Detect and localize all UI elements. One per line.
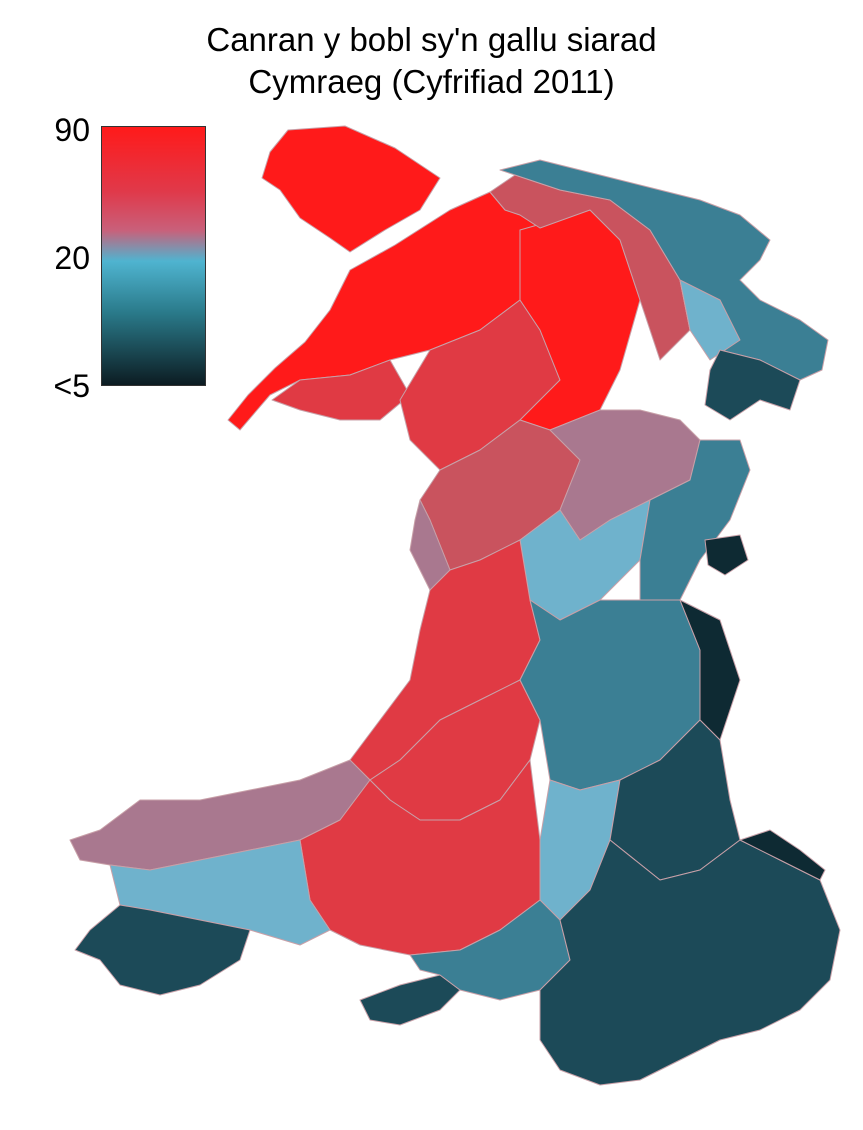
region-gower [359,974,461,1026]
map-title-line-1: Canran y bobl sy'n gallu siarad [206,21,657,58]
region-pembroke-south [74,904,251,996]
region-wrexham [704,349,801,421]
legend-tick-mid: 20 [54,240,90,276]
region-montgomery-east [639,439,751,601]
region-anglesey [261,125,441,253]
legend-tick-min: <5 [53,368,90,404]
region-flintshire [499,159,829,381]
map-title-line-2: Cymraeg (Cyfrifiad 2011) [248,63,615,100]
legend-tick-max: 90 [54,112,90,148]
region-carmarthen [299,759,541,956]
region-denbigh-east [679,279,741,361]
legend-color-bar [101,126,206,386]
region-llyn [271,359,411,421]
region-glamorgan [539,839,841,1086]
region-gwent [739,829,826,881]
region-welshpool [704,534,749,576]
